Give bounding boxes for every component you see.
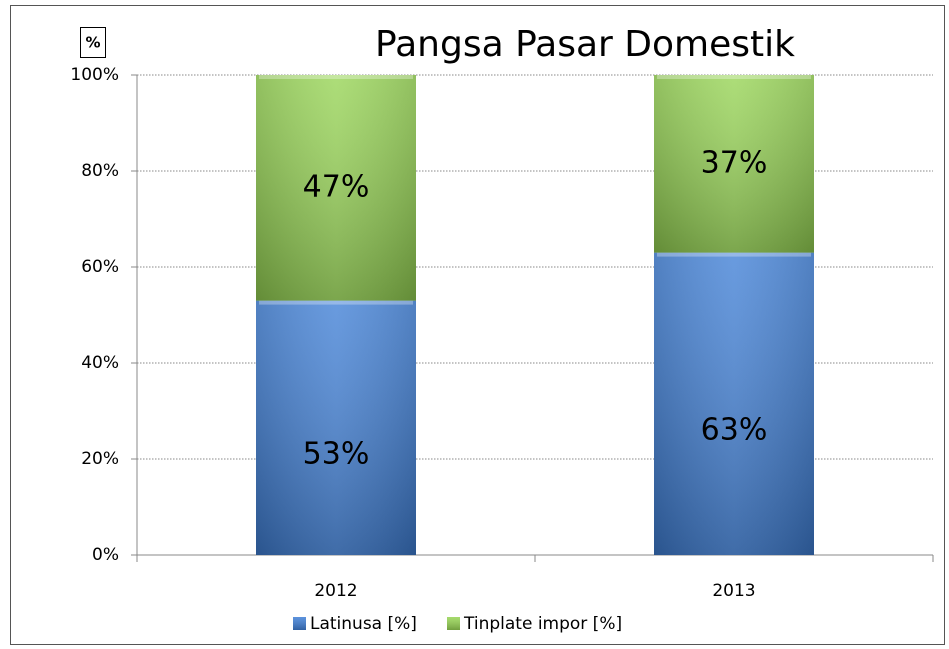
value-label: 47% [303,169,370,204]
y-tick-label: 40% [81,353,119,373]
legend-swatch-shade [447,617,460,630]
y-tick-label: 100% [70,65,119,85]
value-label: 63% [701,412,768,447]
bar-side [256,300,416,555]
y-tick-label: 60% [81,257,119,277]
y-label-box [80,27,106,58]
y-tick-label: 0% [92,545,119,565]
bar-side [654,252,814,555]
y-tick-label: 20% [81,449,119,469]
chart-title: Pangsa Pasar Domestik [375,24,795,65]
x-tick-label: 2012 [314,581,357,601]
legend-swatch-shade [293,617,306,630]
bar-top [657,252,811,257]
value-label: 53% [303,436,370,471]
bar-side [654,75,814,253]
x-tick-label: 2013 [712,581,755,601]
y-tick-label: 80% [81,161,119,181]
bar-top [259,300,413,305]
legend-label: Tinplate impor [%] [463,614,622,634]
legend-label: Latinusa [%] [310,614,417,634]
value-label: 37% [701,145,768,180]
bar-top [657,75,811,79]
bar-top [259,75,413,79]
bar-side [256,75,416,301]
y-axis-label: % [85,34,100,52]
